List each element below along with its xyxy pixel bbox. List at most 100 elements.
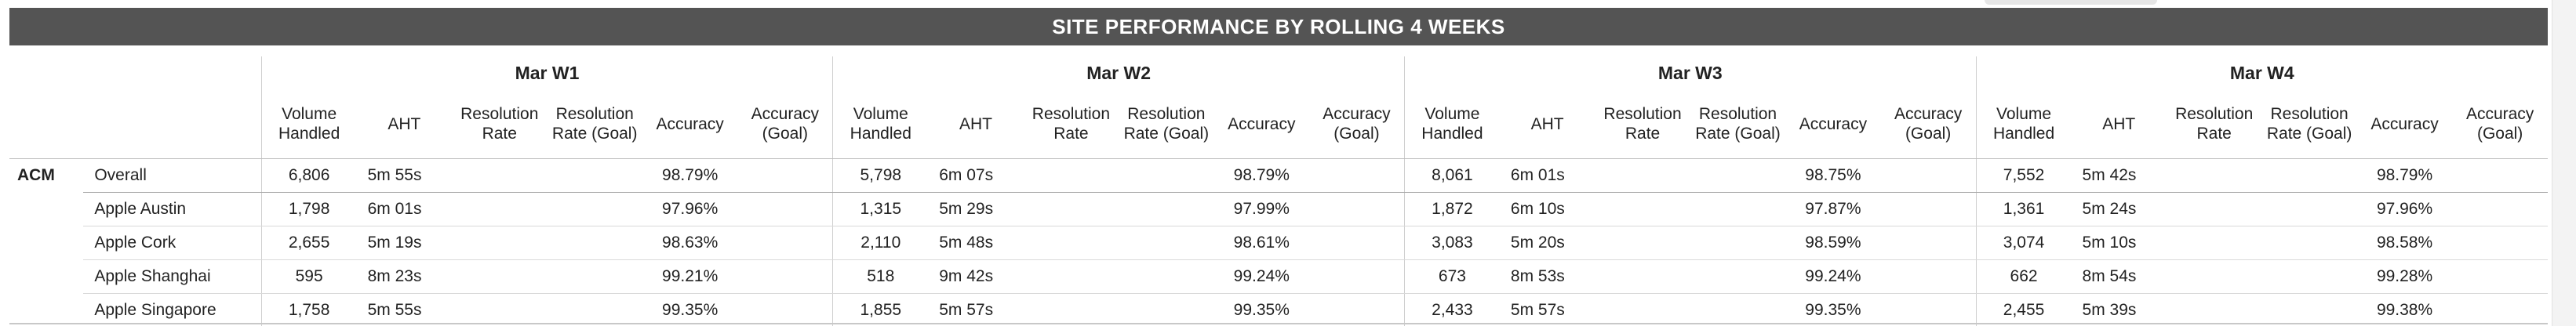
site-cell xyxy=(9,193,83,226)
volume-cell: 673 xyxy=(1403,259,1500,294)
metric-header-accuracy-goal: Accuracy (Goal) xyxy=(737,89,833,159)
accuracy-cell: 98.75% xyxy=(1785,158,1881,193)
accuracy-cell: 99.21% xyxy=(642,259,738,294)
aht-cell: 5m 29s xyxy=(928,192,1024,226)
accuracy-cell: 99.35% xyxy=(642,293,738,326)
resolution-goal-cell xyxy=(1119,259,1214,294)
blank-header-cell xyxy=(9,89,84,159)
accuracy-goal-cell xyxy=(737,158,833,193)
accuracy-goal-cell xyxy=(737,226,833,260)
metric-header-accuracy: Accuracy xyxy=(1785,89,1881,159)
blank-header-cell xyxy=(9,56,83,89)
resolution-goal-cell xyxy=(2261,293,2357,326)
metric-header-resolution-rate: Resolution Rate xyxy=(452,89,548,159)
volume-cell: 3,074 xyxy=(1975,226,2072,260)
accuracy-cell: 98.79% xyxy=(2356,158,2453,193)
accuracy-cell: 98.63% xyxy=(642,226,738,260)
resolution-rate-cell xyxy=(452,293,548,326)
site-cell xyxy=(9,260,83,294)
accuracy-goal-cell xyxy=(2452,192,2548,226)
aht-cell: 5m 20s xyxy=(1499,226,1595,260)
metric-header-accuracy-goal: Accuracy (Goal) xyxy=(1880,89,1977,159)
accuracy-cell: 97.96% xyxy=(642,192,738,226)
site-performance-table: Mar W1 Mar W2 Mar W3 Mar W4 Volume Handl… xyxy=(9,56,2548,326)
resolution-rate-cell xyxy=(1595,259,1690,294)
accuracy-goal-cell xyxy=(1309,293,1405,326)
volume-cell: 1,361 xyxy=(1975,192,2072,226)
volume-cell: 2,455 xyxy=(1975,293,2072,326)
accuracy-cell: 97.99% xyxy=(1213,192,1309,226)
accuracy-cell: 99.28% xyxy=(2356,259,2453,294)
resolution-rate-cell xyxy=(1595,226,1690,260)
resolution-rate-cell xyxy=(1595,158,1690,193)
accuracy-cell: 99.24% xyxy=(1213,259,1309,294)
resolution-rate-cell xyxy=(452,259,548,294)
resolution-goal-cell xyxy=(2261,259,2357,294)
metric-header-resolution-goal: Resolution Rate (Goal) xyxy=(547,89,642,159)
volume-cell: 662 xyxy=(1975,259,2072,294)
metric-header-accuracy: Accuracy xyxy=(2356,89,2453,159)
accuracy-goal-cell xyxy=(1880,192,1977,226)
report-title: SITE PERFORMANCE BY ROLLING 4 WEEKS xyxy=(1052,14,1505,38)
aht-cell: 5m 48s xyxy=(928,226,1024,260)
accuracy-cell: 99.38% xyxy=(2356,293,2453,326)
site-cell xyxy=(9,226,83,260)
accuracy-goal-cell xyxy=(1309,192,1405,226)
resolution-goal-cell xyxy=(1119,158,1214,193)
report-title-bar: SITE PERFORMANCE BY ROLLING 4 WEEKS xyxy=(9,8,2548,45)
volume-cell: 1,872 xyxy=(1403,192,1500,226)
accuracy-goal-cell xyxy=(737,192,833,226)
accuracy-cell: 97.87% xyxy=(1785,192,1881,226)
metric-header-volume: Volume Handled xyxy=(1975,89,2072,159)
resolution-goal-cell xyxy=(1690,158,1786,193)
metric-header-row: Volume Handled AHT Resolution Rate Resol… xyxy=(9,89,2548,159)
aht-cell: 8m 54s xyxy=(2071,259,2167,294)
accuracy-cell: 99.24% xyxy=(1785,259,1881,294)
resolution-goal-cell xyxy=(547,192,642,226)
metric-header-accuracy: Accuracy xyxy=(642,89,738,159)
location-cell: Overall xyxy=(83,158,262,193)
accuracy-goal-cell xyxy=(1880,259,1977,294)
resolution-rate-cell xyxy=(2166,158,2262,193)
location-cell: Apple Austin xyxy=(83,192,262,226)
resolution-goal-cell xyxy=(1119,293,1214,326)
resolution-goal-cell xyxy=(1690,192,1786,226)
resolution-rate-cell xyxy=(1023,293,1119,326)
table-row: ACM Overall 6,806 5m 55s 98.79% 5,798 6m 07s 98… xyxy=(9,158,2548,193)
resolution-rate-cell xyxy=(452,192,548,226)
table-row: Apple Singapore 1,758 5m 55s 99.35% 1,855 5m … xyxy=(9,293,2548,326)
location-cell: Apple Shanghai xyxy=(83,259,262,294)
accuracy-cell: 98.79% xyxy=(1213,158,1309,193)
resolution-goal-cell xyxy=(2261,226,2357,260)
table-header: Mar W1 Mar W2 Mar W3 Mar W4 Volume Handl… xyxy=(9,56,2548,159)
aht-cell: 5m 55s xyxy=(356,293,453,326)
resolution-goal-cell xyxy=(1119,192,1214,226)
accuracy-cell: 98.59% xyxy=(1785,226,1881,260)
volume-cell: 3,083 xyxy=(1403,226,1500,260)
volume-cell: 5,798 xyxy=(832,158,929,193)
week-header: Mar W2 xyxy=(832,56,1405,89)
aht-cell: 6m 01s xyxy=(1499,158,1595,193)
accuracy-cell: 99.35% xyxy=(1785,293,1881,326)
volume-cell: 2,433 xyxy=(1403,293,1500,326)
metric-header-accuracy-goal: Accuracy (Goal) xyxy=(1309,89,1405,159)
window-chrome-tab xyxy=(1985,0,2157,5)
resolution-rate-cell xyxy=(1023,192,1119,226)
resolution-goal-cell xyxy=(547,226,642,260)
accuracy-cell: 98.61% xyxy=(1213,226,1309,260)
resolution-rate-cell xyxy=(1023,226,1119,260)
vertical-scrollbar[interactable] xyxy=(2552,0,2576,326)
resolution-rate-cell xyxy=(2166,259,2262,294)
volume-cell: 8,061 xyxy=(1403,158,1500,193)
resolution-rate-cell xyxy=(1595,192,1690,226)
table-row: Apple Shanghai 595 8m 23s 99.21% 518 9m 42s 99… xyxy=(9,259,2548,294)
metric-header-accuracy-goal: Accuracy (Goal) xyxy=(2452,89,2548,159)
accuracy-goal-cell xyxy=(737,293,833,326)
volume-cell: 2,655 xyxy=(260,226,357,260)
resolution-goal-cell xyxy=(1119,226,1214,260)
site-cell xyxy=(9,294,83,326)
accuracy-goal-cell xyxy=(1309,158,1405,193)
resolution-goal-cell xyxy=(1690,293,1786,326)
metric-header-resolution-goal: Resolution Rate (Goal) xyxy=(2261,89,2357,159)
